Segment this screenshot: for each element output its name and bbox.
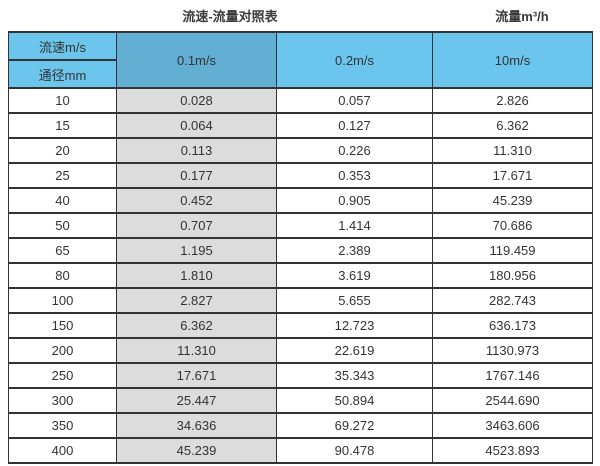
flow-cell-10ms: 3463.606 — [432, 412, 593, 439]
table-row: 15 0.064 0.127 6.362 — [8, 112, 593, 139]
flow-cell-10ms: 70.686 — [432, 212, 593, 239]
flow-cell-0-1ms: 45.239 — [116, 437, 277, 464]
flow-cell-10ms: 119.459 — [432, 237, 593, 264]
flow-cell-0-1ms: 0.707 — [116, 212, 277, 239]
flow-cell-0-2ms: 22.619 — [276, 337, 433, 364]
flow-cell-0-2ms: 0.127 — [276, 112, 433, 139]
flow-cell-0-1ms: 6.362 — [116, 312, 277, 339]
table-row: 100 2.827 5.655 282.743 — [8, 287, 593, 314]
flow-cell-10ms: 2544.690 — [432, 387, 593, 414]
flow-cell-0-1ms: 0.028 — [116, 87, 277, 114]
flow-cell-0-2ms: 1.414 — [276, 212, 433, 239]
table-title: 流速-流量对照表 — [182, 9, 278, 24]
flow-cell-0-1ms: 17.671 — [116, 362, 277, 389]
corner-velocity-label: 流速m/s — [8, 31, 117, 61]
flow-cell-0-2ms: 0.905 — [276, 187, 433, 214]
flow-cell-10ms: 1767.146 — [432, 362, 593, 389]
flow-cell-10ms: 4523.893 — [432, 437, 593, 464]
flow-rate-table: 流速m/s 0.1m/s 0.2m/s 10m/s 通径mm 10 0.028 … — [8, 31, 593, 464]
flow-unit-label: 流量m³/h — [495, 9, 549, 24]
diameter-cell: 25 — [8, 162, 117, 189]
flow-cell-0-1ms: 0.113 — [116, 137, 277, 164]
diameter-cell: 80 — [8, 262, 117, 289]
diameter-cell: 20 — [8, 137, 117, 164]
diameter-cell: 15 — [8, 112, 117, 139]
flow-cell-10ms: 180.956 — [432, 262, 593, 289]
diameter-cell: 150 — [8, 312, 117, 339]
flow-cell-0-2ms: 3.619 — [276, 262, 433, 289]
table-row: 40 0.452 0.905 45.239 — [8, 187, 593, 214]
table-row: 65 1.195 2.389 119.459 — [8, 237, 593, 264]
flow-cell-10ms: 2.826 — [432, 87, 593, 114]
flow-cell-0-2ms: 5.655 — [276, 287, 433, 314]
diameter-cell: 350 — [8, 412, 117, 439]
flow-cell-0-2ms: 0.353 — [276, 162, 433, 189]
flow-cell-0-1ms: 2.827 — [116, 287, 277, 314]
flow-cell-0-2ms: 50.894 — [276, 387, 433, 414]
header-row-diameter: 通径mm — [8, 59, 593, 89]
diameter-cell: 40 — [8, 187, 117, 214]
table-row: 300 25.447 50.894 2544.690 — [8, 387, 593, 414]
flow-cell-0-2ms: 0.226 — [276, 137, 433, 164]
diameter-cell: 10 — [8, 87, 117, 114]
flow-cell-0-1ms: 0.177 — [116, 162, 277, 189]
table-row: 250 17.671 35.343 1767.146 — [8, 362, 593, 389]
table-row: 10 0.028 0.057 2.826 — [8, 87, 593, 114]
table-row: 20 0.113 0.226 11.310 — [8, 137, 593, 164]
flow-cell-0-2ms: 0.057 — [276, 87, 433, 114]
diameter-cell: 100 — [8, 287, 117, 314]
corner-diameter-label: 通径mm — [8, 59, 117, 89]
flow-cell-10ms: 45.239 — [432, 187, 593, 214]
flow-cell-0-1ms: 0.452 — [116, 187, 277, 214]
flow-cell-0-2ms: 12.723 — [276, 312, 433, 339]
flow-cell-10ms: 1130.973 — [432, 337, 593, 364]
diameter-cell: 200 — [8, 337, 117, 364]
flow-cell-0-1ms: 1.195 — [116, 237, 277, 264]
flow-cell-0-1ms: 25.447 — [116, 387, 277, 414]
table-row: 200 11.310 22.619 1130.973 — [8, 337, 593, 364]
diameter-cell: 250 — [8, 362, 117, 389]
flow-cell-0-1ms: 1.810 — [116, 262, 277, 289]
table-row: 50 0.707 1.414 70.686 — [8, 212, 593, 239]
flow-cell-0-2ms: 69.272 — [276, 412, 433, 439]
flow-cell-0-2ms: 35.343 — [276, 362, 433, 389]
table-row: 150 6.362 12.723 636.173 — [8, 312, 593, 339]
flow-cell-10ms: 11.310 — [432, 137, 593, 164]
table-row: 25 0.177 0.353 17.671 — [8, 162, 593, 189]
diameter-cell: 300 — [8, 387, 117, 414]
flow-cell-10ms: 636.173 — [432, 312, 593, 339]
flow-cell-10ms: 282.743 — [432, 287, 593, 314]
flow-cell-0-2ms: 2.389 — [276, 237, 433, 264]
titlebar: 流速-流量对照表 流量m³/h — [0, 0, 600, 30]
diameter-cell: 400 — [8, 437, 117, 464]
table-row: 400 45.239 90.478 4523.893 — [8, 437, 593, 464]
flow-cell-0-1ms: 34.636 — [116, 412, 277, 439]
flow-cell-10ms: 17.671 — [432, 162, 593, 189]
table-row: 80 1.810 3.619 180.956 — [8, 262, 593, 289]
header-row-velocity: 流速m/s 0.1m/s 0.2m/s 10m/s — [8, 31, 593, 89]
col-header-10ms: 10m/s — [432, 31, 593, 89]
flow-cell-0-1ms: 0.064 — [116, 112, 277, 139]
col-header-0-2ms: 0.2m/s — [276, 31, 433, 89]
col-header-0-1ms: 0.1m/s — [116, 31, 277, 89]
diameter-cell: 65 — [8, 237, 117, 264]
flow-cell-0-1ms: 11.310 — [116, 337, 277, 364]
flow-cell-10ms: 6.362 — [432, 112, 593, 139]
diameter-cell: 50 — [8, 212, 117, 239]
table-row: 350 34.636 69.272 3463.606 — [8, 412, 593, 439]
flow-cell-0-2ms: 90.478 — [276, 437, 433, 464]
